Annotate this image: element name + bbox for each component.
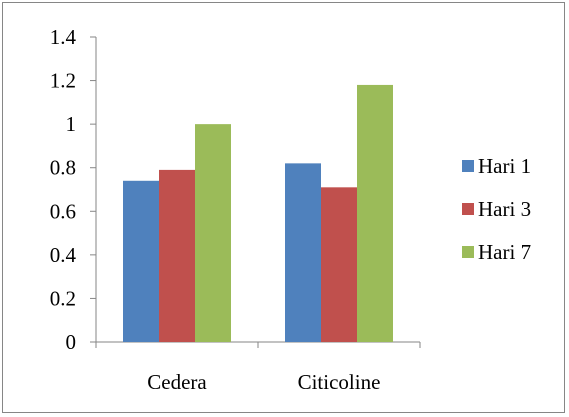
x-category-label: Cedera	[147, 370, 207, 394]
legend-swatch	[462, 203, 474, 215]
bar-hari-7-citicoline	[357, 84, 393, 342]
bars	[123, 84, 393, 343]
y-tick-label: 1.4	[50, 25, 77, 49]
y-tick-label: 1	[66, 112, 77, 136]
bar-hari-3-citicoline	[321, 187, 357, 342]
legend-swatch	[462, 160, 474, 172]
bar-hari-3-cedera	[159, 169, 195, 342]
legend-swatch	[462, 246, 474, 258]
legend-label: Hari 7	[478, 240, 531, 264]
legend-label: Hari 1	[478, 154, 531, 178]
y-tick-label: 0.4	[50, 243, 77, 267]
legend: Hari 1 Hari 3 Hari 7	[462, 154, 531, 264]
y-tick-label: 0.6	[50, 199, 76, 223]
legend-label: Hari 3	[478, 197, 531, 221]
x-category-label: Citicoline	[298, 370, 381, 394]
axes: 0 0.2 0.4 0.6 0.8 1 1.2 1.4 Cedera Citicoline	[50, 25, 421, 394]
bar-hari-7-cedera	[195, 124, 231, 343]
bar-hari-1-citicoline	[285, 163, 321, 342]
bar-hari-1-cedera	[123, 180, 159, 342]
y-tick-label: 1.2	[50, 69, 76, 93]
y-tick-label: 0	[66, 330, 77, 354]
y-tick-label: 0.2	[50, 286, 76, 310]
y-tick-label: 0.8	[50, 156, 76, 180]
